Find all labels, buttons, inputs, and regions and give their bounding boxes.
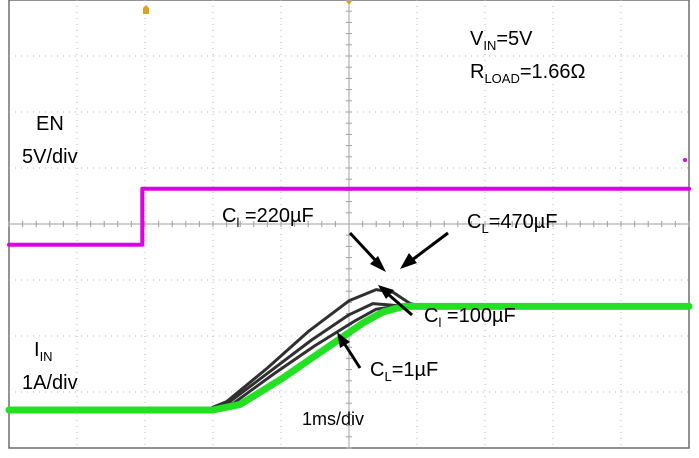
- rload-label: RLOAD=1.66Ω: [470, 61, 585, 86]
- en-offset-marker: [683, 158, 687, 162]
- traces: [5, 186, 693, 414]
- trigger-position-marker: [143, 5, 149, 14]
- annotation-cl1: CL=1µF: [370, 359, 438, 384]
- trace-en: [7, 186, 691, 247]
- annotation-cl220: Cl =220µF: [222, 205, 314, 230]
- grid: [8, 0, 690, 449]
- en-channel-name: EN: [36, 113, 64, 135]
- trace-iin-1: [5, 302, 693, 414]
- time-reference-marker: [346, 1, 352, 5]
- arrow-cl100: [378, 285, 413, 317]
- annotation-cl470: CL=470µF: [467, 211, 557, 236]
- iin-channel-name: IIN: [34, 339, 53, 364]
- iin-channel-scale: 1A/div: [22, 372, 78, 394]
- en-channel-scale: 5V/div: [22, 146, 78, 168]
- annotation-arrows: [337, 231, 449, 369]
- arrow-cl1: [337, 332, 362, 369]
- arrow-cl470: [400, 231, 449, 269]
- vin-label: VIN=5V: [470, 28, 533, 53]
- timebase-label: 1ms/div: [302, 409, 364, 429]
- arrow-cl220: [348, 231, 386, 272]
- annotation-cl100: Cl =100µF: [424, 305, 516, 330]
